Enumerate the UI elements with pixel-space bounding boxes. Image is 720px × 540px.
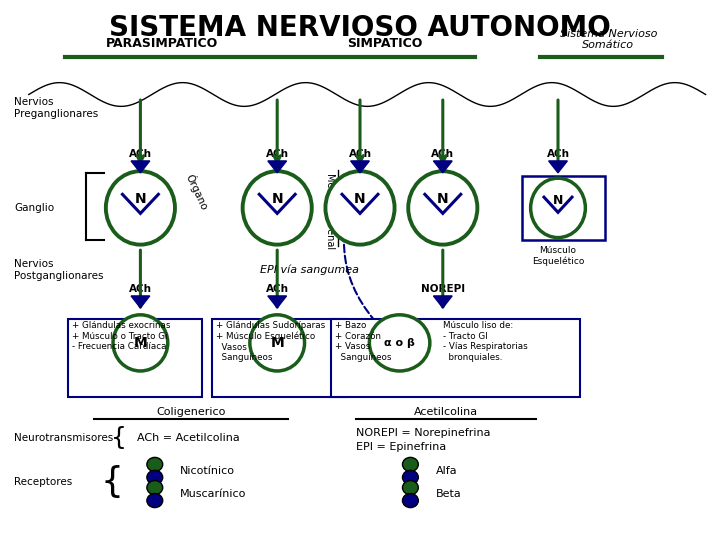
Ellipse shape — [402, 457, 418, 471]
FancyBboxPatch shape — [68, 319, 202, 397]
Text: ACh: ACh — [266, 284, 289, 294]
Text: Músculo
Esquelético: Músculo Esquelético — [532, 246, 584, 266]
Ellipse shape — [147, 470, 163, 484]
Text: Órgano: Órgano — [184, 172, 211, 212]
Text: + Glándulas exocrinas
+ Músculo o Tracto Gi
- Frecuencia Cardíaca: + Glándulas exocrinas + Músculo o Tracto… — [72, 321, 171, 351]
Text: Muscarínico: Muscarínico — [180, 489, 246, 499]
Text: Ganglio: Ganglio — [14, 203, 55, 213]
Ellipse shape — [531, 178, 585, 238]
Text: NOREPI = Norepinefrina: NOREPI = Norepinefrina — [356, 428, 491, 438]
Text: M: M — [270, 336, 284, 350]
Polygon shape — [433, 161, 452, 173]
Text: EPI = Epinefrina: EPI = Epinefrina — [356, 442, 446, 452]
Text: ACh: ACh — [129, 149, 152, 159]
Text: + Glándulas Sudoríparas
+ Músculo Esquelético
  Vasos
  Sanguíneos: + Glándulas Sudoríparas + Músculo Esquel… — [216, 321, 325, 362]
Text: α o β: α o β — [384, 338, 415, 348]
Text: M: M — [133, 336, 148, 350]
Text: ACh: ACh — [431, 149, 454, 159]
Ellipse shape — [243, 171, 312, 245]
Text: SISTEMA NERVIOSO AUTONOMO: SISTEMA NERVIOSO AUTONOMO — [109, 14, 611, 42]
Text: Nervios
Preganglionares: Nervios Preganglionares — [14, 97, 99, 119]
Text: Sistema Nervioso
Somático: Sistema Nervioso Somático — [559, 29, 657, 50]
FancyBboxPatch shape — [212, 319, 346, 397]
Text: Médula Adrenal: Médula Adrenal — [325, 173, 335, 248]
FancyBboxPatch shape — [522, 176, 605, 240]
Text: N: N — [354, 192, 366, 206]
Ellipse shape — [408, 171, 477, 245]
Ellipse shape — [147, 494, 163, 508]
Text: SIMPATICO: SIMPATICO — [348, 37, 423, 50]
Ellipse shape — [113, 315, 168, 371]
Text: + Bazo
+ Corazón
+ Vasos
  Sanguíneos: + Bazo + Corazón + Vasos Sanguíneos — [335, 321, 391, 361]
Ellipse shape — [147, 481, 163, 495]
Text: NOREPI: NOREPI — [420, 284, 465, 294]
Text: Acetilcolina: Acetilcolina — [414, 407, 479, 417]
Text: ACh: ACh — [546, 149, 570, 159]
Text: Alfa: Alfa — [436, 466, 457, 476]
Ellipse shape — [369, 315, 430, 371]
Polygon shape — [268, 296, 287, 308]
Text: N: N — [553, 194, 563, 207]
Ellipse shape — [402, 494, 418, 508]
Text: Nicotínico: Nicotínico — [180, 466, 235, 476]
Text: N: N — [271, 192, 283, 206]
Polygon shape — [351, 161, 369, 173]
Polygon shape — [131, 161, 150, 173]
Text: N: N — [437, 192, 449, 206]
Text: {: { — [111, 427, 127, 450]
Text: Coligenerico: Coligenerico — [156, 407, 225, 417]
Text: Beta: Beta — [436, 489, 462, 499]
Text: ACh: ACh — [266, 149, 289, 159]
Text: Neurotransmisores: Neurotransmisores — [14, 434, 114, 443]
Polygon shape — [549, 161, 567, 173]
Text: PARASIMPATICO: PARASIMPATICO — [106, 37, 218, 50]
Text: N: N — [135, 192, 146, 206]
Text: {: { — [100, 465, 123, 498]
Ellipse shape — [402, 470, 418, 484]
Text: ACh: ACh — [129, 284, 152, 294]
Polygon shape — [268, 161, 287, 173]
Ellipse shape — [106, 171, 175, 245]
Text: EPI vía sangumea: EPI vía sangumea — [260, 265, 359, 275]
Polygon shape — [433, 296, 452, 308]
Ellipse shape — [250, 315, 305, 371]
Text: Nervios
Postganglionares: Nervios Postganglionares — [14, 259, 104, 281]
Ellipse shape — [325, 171, 395, 245]
Ellipse shape — [147, 457, 163, 471]
Text: ACh: ACh — [348, 149, 372, 159]
Ellipse shape — [402, 481, 418, 495]
Text: Músculo liso de:
- Tracto GI
- Vías Respiratorias
  bronquiales.: Músculo liso de: - Tracto GI - Vías Resp… — [443, 321, 528, 361]
Polygon shape — [131, 296, 150, 308]
Text: Receptores: Receptores — [14, 477, 73, 487]
FancyBboxPatch shape — [331, 319, 580, 397]
Text: ACh = Acetilcolina: ACh = Acetilcolina — [137, 434, 240, 443]
